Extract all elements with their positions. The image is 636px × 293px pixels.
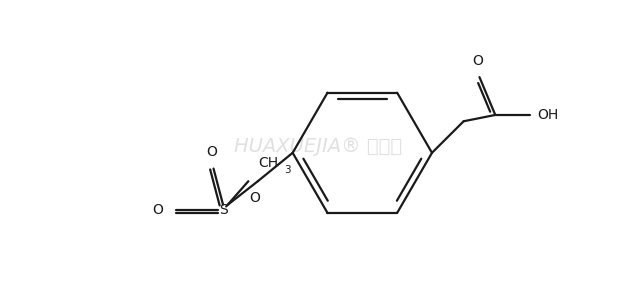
Text: O: O [472,54,483,68]
Text: O: O [249,191,260,205]
Text: 3: 3 [284,165,291,175]
Text: O: O [206,145,217,159]
Text: O: O [152,202,163,217]
Text: CH: CH [258,156,278,171]
Text: HUAXUEJIA® 化学加: HUAXUEJIA® 化学加 [234,137,402,156]
Text: OH: OH [537,108,559,122]
Text: S: S [219,202,228,217]
